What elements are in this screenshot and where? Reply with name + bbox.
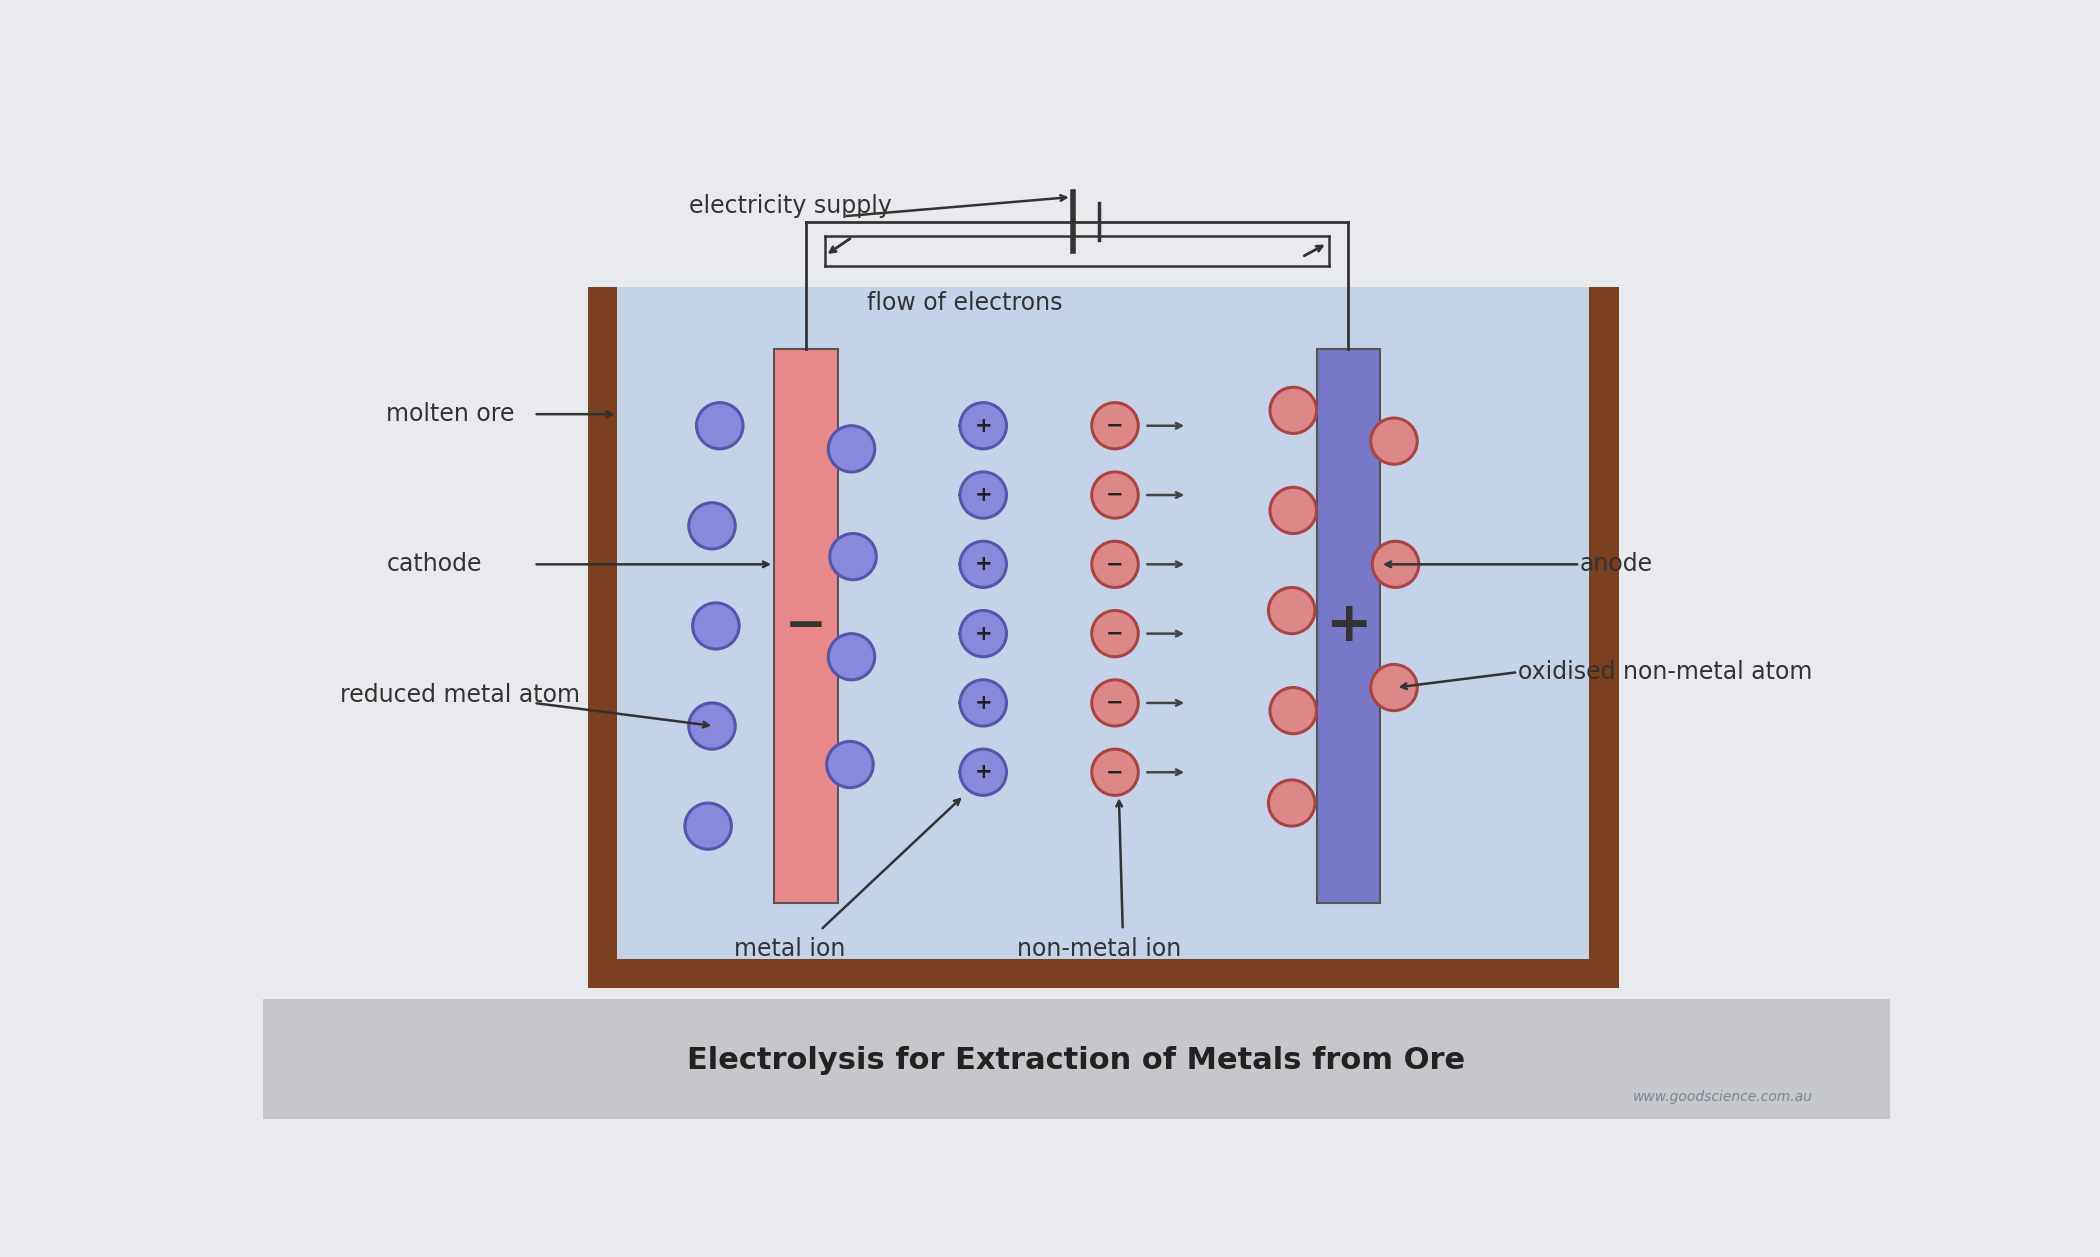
Circle shape bbox=[1371, 419, 1418, 464]
Circle shape bbox=[689, 703, 735, 749]
Text: +: + bbox=[974, 762, 991, 782]
Circle shape bbox=[960, 680, 1006, 727]
Circle shape bbox=[1092, 402, 1138, 449]
Text: electricity supply: electricity supply bbox=[689, 195, 892, 219]
Text: +: + bbox=[974, 416, 991, 436]
Circle shape bbox=[1371, 665, 1418, 710]
Bar bbox=[617, 287, 1590, 959]
Circle shape bbox=[697, 402, 743, 449]
Text: cathode: cathode bbox=[386, 552, 483, 576]
Text: −: − bbox=[1107, 554, 1124, 574]
Circle shape bbox=[1092, 611, 1138, 656]
Circle shape bbox=[693, 603, 739, 649]
Circle shape bbox=[830, 533, 876, 579]
Circle shape bbox=[960, 611, 1006, 656]
Circle shape bbox=[1270, 688, 1317, 734]
Circle shape bbox=[1268, 779, 1315, 826]
Text: −: − bbox=[1107, 693, 1124, 713]
Text: oxidised non-metal atom: oxidised non-metal atom bbox=[1518, 660, 1812, 684]
Text: flow of electrons: flow of electrons bbox=[867, 290, 1063, 314]
Circle shape bbox=[960, 402, 1006, 449]
Text: Electrolysis for Extraction of Metals from Ore: Electrolysis for Extraction of Metals fr… bbox=[687, 1047, 1466, 1076]
Text: www.goodscience.com.au: www.goodscience.com.au bbox=[1632, 1090, 1812, 1104]
Text: metal ion: metal ion bbox=[733, 938, 844, 962]
Text: +: + bbox=[974, 485, 991, 505]
Text: reduced metal atom: reduced metal atom bbox=[340, 684, 580, 708]
Circle shape bbox=[1092, 471, 1138, 518]
Text: anode: anode bbox=[1579, 552, 1653, 576]
Bar bbox=[262, 999, 1890, 1119]
Text: +: + bbox=[974, 554, 991, 574]
Circle shape bbox=[827, 742, 874, 788]
Circle shape bbox=[689, 503, 735, 549]
Text: −: − bbox=[785, 602, 827, 650]
Bar bbox=[588, 287, 1619, 988]
Text: −: − bbox=[1107, 416, 1124, 436]
Text: −: − bbox=[1107, 762, 1124, 782]
Text: −: − bbox=[1107, 623, 1124, 644]
Circle shape bbox=[827, 426, 876, 471]
Bar bbox=[1317, 348, 1380, 903]
Circle shape bbox=[960, 749, 1006, 796]
Circle shape bbox=[960, 542, 1006, 587]
Circle shape bbox=[685, 803, 731, 850]
Circle shape bbox=[1268, 587, 1315, 634]
Circle shape bbox=[827, 634, 876, 680]
Circle shape bbox=[1092, 680, 1138, 727]
Circle shape bbox=[960, 471, 1006, 518]
Text: molten ore: molten ore bbox=[386, 402, 514, 426]
Text: +: + bbox=[974, 623, 991, 644]
Circle shape bbox=[1092, 542, 1138, 587]
Circle shape bbox=[1371, 542, 1420, 587]
Circle shape bbox=[1092, 749, 1138, 796]
Bar bbox=[775, 348, 838, 903]
Text: non-metal ion: non-metal ion bbox=[1016, 938, 1182, 962]
Circle shape bbox=[1270, 387, 1317, 434]
Text: +: + bbox=[974, 693, 991, 713]
Bar bbox=[617, 151, 1590, 287]
Circle shape bbox=[1270, 488, 1317, 533]
Text: +: + bbox=[1325, 598, 1371, 652]
Text: −: − bbox=[1107, 485, 1124, 505]
